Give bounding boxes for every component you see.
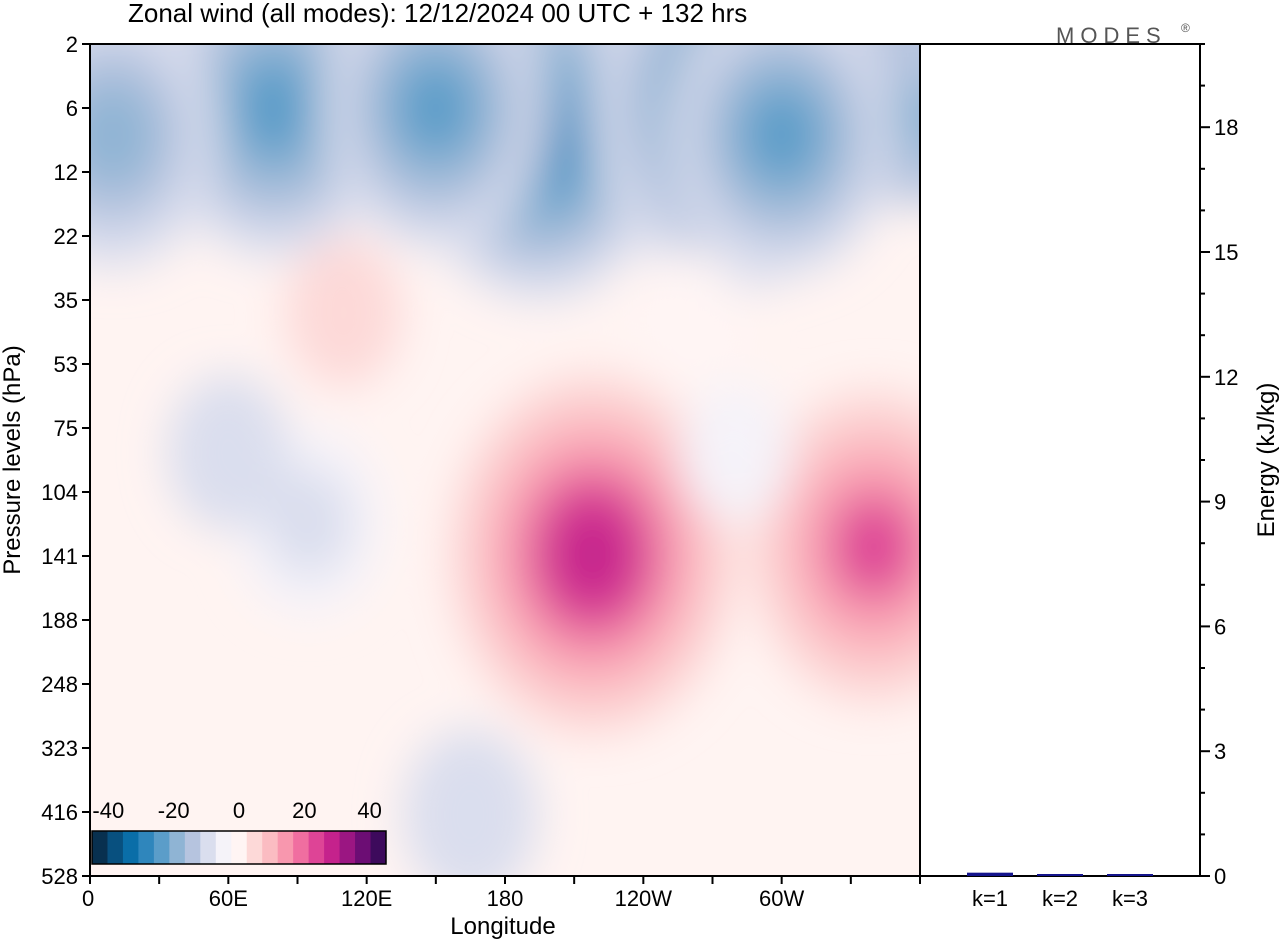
wind-feature-5-layer-3 — [744, 88, 819, 181]
y-tick-label-1: 6 — [66, 96, 78, 121]
energy-y-tick-label-1: 3 — [1214, 739, 1226, 764]
energy-panel-frame — [919, 43, 1201, 877]
wind-feature-8-layer-1 — [266, 468, 353, 577]
colorbar-cell-14 — [308, 831, 325, 864]
colorbar-cell-7 — [200, 831, 217, 864]
colorbar-label-0: -40 — [92, 798, 124, 823]
energy-y-tick-label-0: 0 — [1214, 864, 1226, 889]
y-tick-label-5: 53 — [54, 352, 78, 377]
wind-feature-0-layer-4 — [554, 506, 632, 603]
wind-feature-12-layer-0 — [285, 238, 402, 387]
heatmap-y-ticks: 2 6 12 22 35 53 75 104 141 188 248 323 416 528 — [41, 32, 90, 889]
energy-panel: 0 3 6 9 12 15 18 k=1 k=2 k=3 Energy (kJ/kg) — [919, 43, 1280, 911]
x-tick-label-2: 120E — [341, 886, 392, 911]
energy-x-tick-label-0: k=1 — [972, 886, 1008, 911]
y-tick-label-11: 323 — [41, 736, 78, 761]
colorbar-cell-15 — [324, 831, 341, 864]
heatmap-field — [90, 44, 920, 876]
heatmap-x-axis-label: Longitude — [450, 913, 555, 940]
colorbar-cell-0 — [92, 831, 108, 864]
colorbar-cell-18 — [370, 831, 387, 864]
energy-y-ticks: 0 3 6 9 12 15 18 — [1200, 43, 1238, 889]
energy-x-tick-label-2: k=3 — [1112, 886, 1148, 911]
energy-y-tick-label-3: 9 — [1214, 490, 1226, 515]
wind-feature-4-layer-3 — [235, 60, 314, 156]
energy-bar-k=2 — [1037, 874, 1083, 876]
y-tick-label-6: 75 — [54, 416, 78, 441]
y-tick-label-2: 12 — [54, 160, 78, 185]
colorbar-cell-17 — [355, 831, 372, 864]
x-tick-label-1: 60E — [209, 886, 248, 911]
energy-x-tick-label-1: k=2 — [1042, 886, 1078, 911]
colorbar-cell-8 — [215, 831, 232, 864]
wind-feature-1-layer-3 — [833, 496, 915, 597]
colorbar-label-1: -20 — [158, 798, 190, 823]
chart-title: Zonal wind (all modes): 12/12/2024 00 UT… — [128, 0, 747, 28]
colorbar-cell-4 — [153, 831, 170, 864]
energy-y-tick-label-2: 6 — [1214, 614, 1226, 639]
y-tick-label-10: 248 — [41, 672, 78, 697]
colorbar-label-3: 20 — [292, 798, 316, 823]
colorbar-cells — [92, 831, 387, 864]
y-tick-label-0: 2 — [66, 32, 78, 57]
y-tick-label-3: 22 — [54, 224, 78, 249]
colorbar-cell-11 — [262, 831, 279, 864]
colorbar-cell-1 — [107, 831, 124, 864]
energy-bars — [967, 872, 1153, 876]
colorbar-cell-6 — [184, 831, 201, 864]
heatmap-plot — [90, 44, 920, 876]
wind-feature-6-layer-3 — [398, 62, 473, 154]
heatmap-x-ticks: 0 60E 120E 180 120W 60W — [82, 876, 921, 911]
colorbar-labels: -40 -20 0 20 40 — [92, 798, 381, 823]
colorbar: -40 -20 0 20 40 — [91, 798, 387, 865]
colorbar-cell-12 — [277, 831, 294, 864]
y-tick-label-9: 188 — [41, 608, 78, 633]
x-tick-label-4: 120W — [615, 886, 673, 911]
energy-y-axis-label: Energy (kJ/kg) — [1253, 383, 1280, 538]
colorbar-cell-10 — [246, 831, 263, 864]
energy-bar-k=1 — [967, 872, 1013, 876]
modes-logo-mark: ® — [1181, 21, 1190, 35]
wind-feature-7-layer-2 — [90, 80, 157, 189]
energy-x-ticks: k=1 k=2 k=3 — [972, 886, 1148, 911]
wind-feature-9-layer-0 — [402, 728, 538, 876]
colorbar-frame — [91, 830, 387, 865]
wind-feature-11-layer-0 — [680, 382, 791, 523]
energy-y-tick-label-5: 15 — [1214, 240, 1238, 265]
x-tick-label-3: 180 — [487, 886, 524, 911]
energy-y-tick-label-4: 12 — [1214, 365, 1238, 390]
colorbar-cell-2 — [122, 831, 139, 864]
y-tick-label-4: 35 — [54, 288, 78, 313]
y-tick-label-12: 416 — [41, 800, 78, 825]
y-tick-label-7: 104 — [41, 480, 78, 505]
colorbar-cell-16 — [339, 831, 356, 864]
wind-feature-13-layer-0 — [634, 250, 745, 391]
colorbar-cell-5 — [169, 831, 186, 864]
energy-y-tick-label-6: 18 — [1214, 115, 1238, 140]
colorbar-cell-13 — [293, 831, 310, 864]
y-tick-label-8: 141 — [41, 544, 78, 569]
x-tick-label-0: 0 — [82, 886, 94, 911]
colorbar-cell-3 — [138, 831, 155, 864]
colorbar-label-4: 40 — [357, 798, 381, 823]
wind-feature-10-layer-0 — [167, 374, 290, 531]
colorbar-label-2: 0 — [233, 798, 245, 823]
colorbar-cell-9 — [231, 831, 248, 864]
y-tick-label-13: 528 — [41, 864, 78, 889]
heatmap-y-axis-label: Pressure levels (hPa) — [0, 345, 26, 574]
x-tick-label-5: 60W — [759, 886, 804, 911]
energy-bar-k=3 — [1107, 874, 1153, 876]
